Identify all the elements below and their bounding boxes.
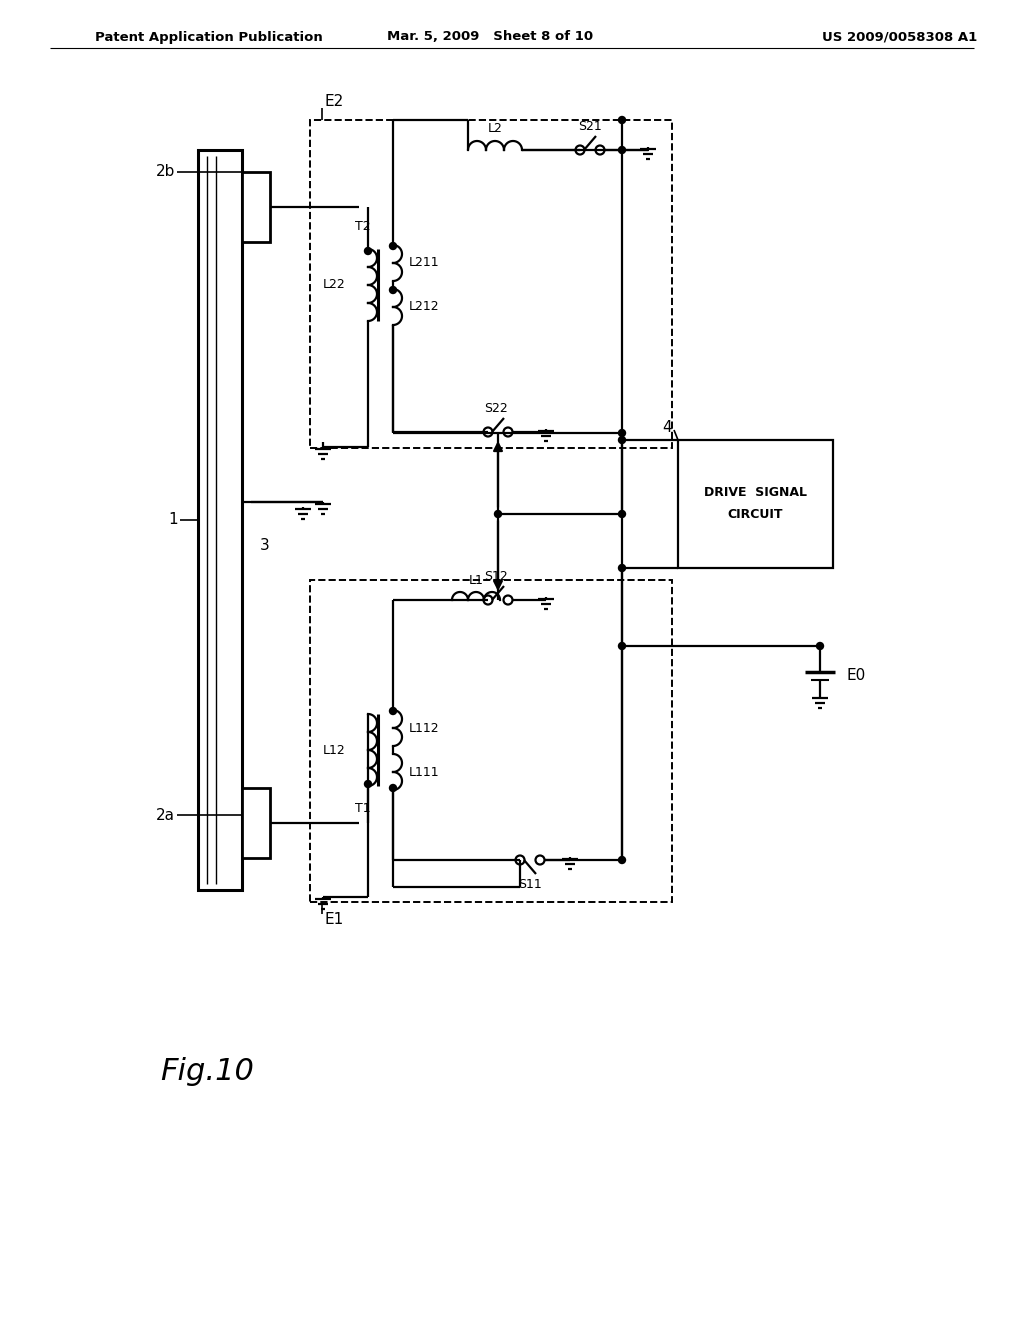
Circle shape <box>618 429 626 437</box>
Text: L212: L212 <box>409 301 439 314</box>
Circle shape <box>618 437 626 444</box>
Text: L111: L111 <box>409 766 439 779</box>
Circle shape <box>618 511 626 517</box>
Text: CIRCUIT: CIRCUIT <box>728 507 783 520</box>
Bar <box>242 172 270 242</box>
Text: L22: L22 <box>324 279 346 292</box>
Text: 4: 4 <box>663 421 672 436</box>
Text: L112: L112 <box>409 722 439 734</box>
Text: 2a: 2a <box>156 808 175 822</box>
Text: E1: E1 <box>325 912 344 928</box>
Text: E2: E2 <box>325 95 344 110</box>
Circle shape <box>389 708 396 714</box>
Circle shape <box>816 643 823 649</box>
Bar <box>678 440 833 568</box>
Circle shape <box>389 784 396 792</box>
Text: Mar. 5, 2009   Sheet 8 of 10: Mar. 5, 2009 Sheet 8 of 10 <box>387 30 593 44</box>
Circle shape <box>618 565 626 572</box>
Text: DRIVE  SIGNAL: DRIVE SIGNAL <box>705 486 807 499</box>
Text: T2: T2 <box>355 220 371 234</box>
Text: L211: L211 <box>409 256 439 269</box>
Bar <box>198 150 242 890</box>
Text: S22: S22 <box>484 401 508 414</box>
Text: L1: L1 <box>469 573 483 586</box>
Text: E0: E0 <box>846 668 865 684</box>
Text: S11: S11 <box>518 878 542 891</box>
Circle shape <box>618 643 626 649</box>
Bar <box>242 788 270 858</box>
Bar <box>310 120 672 447</box>
Circle shape <box>618 857 626 863</box>
Circle shape <box>389 286 396 293</box>
Circle shape <box>389 243 396 249</box>
Bar <box>310 579 672 902</box>
Circle shape <box>365 780 372 788</box>
Text: 3: 3 <box>260 537 270 553</box>
Text: Patent Application Publication: Patent Application Publication <box>95 30 323 44</box>
Text: S12: S12 <box>484 569 508 582</box>
Text: L12: L12 <box>324 743 346 756</box>
Circle shape <box>365 248 372 255</box>
Text: 1: 1 <box>168 512 178 528</box>
Text: 2b: 2b <box>156 165 175 180</box>
Text: T1: T1 <box>355 801 371 814</box>
Text: L2: L2 <box>487 121 503 135</box>
Circle shape <box>495 511 502 517</box>
Circle shape <box>618 116 626 124</box>
Text: US 2009/0058308 A1: US 2009/0058308 A1 <box>822 30 978 44</box>
Text: S21: S21 <box>579 120 602 132</box>
Circle shape <box>618 147 626 153</box>
Text: Fig.10: Fig.10 <box>160 1057 254 1086</box>
